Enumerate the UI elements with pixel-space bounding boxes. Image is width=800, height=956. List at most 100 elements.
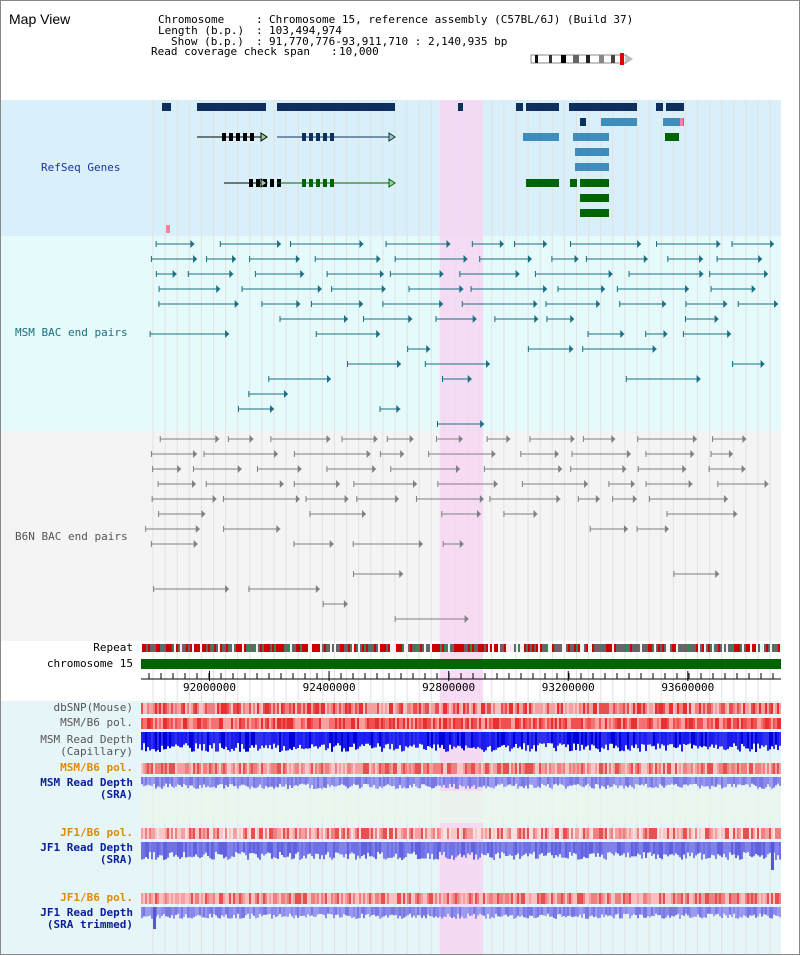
jf1-depth-tr-bar [609, 907, 611, 916]
refseq-track-label[interactable]: RefSeq Genes [41, 161, 121, 174]
jf1-depth-tr-bar [605, 907, 607, 915]
msm-depth-cap-bar [477, 732, 479, 748]
jf1-b6-pol-heat [265, 828, 267, 839]
msm-b6-pol-heat-2 [209, 763, 211, 774]
msm-depth-cap-bar [601, 732, 603, 748]
repeat-segment [344, 644, 346, 652]
jf1-b6-pol-heat [765, 828, 767, 839]
jf1-b6-pol-heat [681, 828, 683, 839]
jf1-b6-pol-heat-2 [145, 893, 147, 904]
repeat-segment [442, 644, 444, 652]
msm-b6-pol-heat [533, 718, 535, 729]
msm-b6-pol-heat-2 [693, 763, 695, 774]
msm-b6-pol-heat-2 [723, 763, 725, 774]
jf1-depth-tr-bar [349, 907, 351, 917]
msm-depth-sra-bar [389, 777, 391, 786]
msm-bac-pair-arrow [463, 255, 468, 263]
msm-depth-cap-bar [599, 732, 601, 752]
jf1-depth-tr-bar [697, 907, 699, 915]
msm-depth-cap-bar [637, 732, 639, 749]
msm-depth-cap-bar [649, 732, 651, 745]
msm-depth-sra-bar [675, 777, 677, 784]
jf1-depth-sra-bar [237, 842, 239, 854]
repeat-segment [470, 644, 472, 652]
msm-bac-track-label[interactable]: MSM BAC end pairs [15, 326, 128, 339]
repeat-segment [686, 644, 688, 652]
jf1-depth-sra-bar [193, 842, 195, 857]
jf1-b6-pol-heat-2 [243, 893, 245, 904]
jf1-depth-tr-bar [355, 907, 357, 919]
dbsnp-heat [633, 703, 635, 714]
jf1-depth-tr-bar [615, 907, 617, 915]
msm-b6-pol-heat-2 [143, 763, 145, 774]
msm-b6-pol-heat [531, 718, 533, 729]
jf1-b6-pol-heat-2 [655, 893, 657, 904]
repeat-segment [668, 644, 670, 652]
repeat-segment [478, 644, 480, 652]
jf1-depth-sra-bar [201, 842, 203, 858]
jf1-b6-pol-heat [445, 828, 447, 839]
repeat-segment [456, 644, 458, 652]
jf1-b6-pol-heat [365, 828, 367, 839]
msm-depth-cap-bar [149, 732, 151, 751]
coverage-label: Read coverage check span [151, 45, 310, 58]
msm-depth-cap-bar [355, 732, 357, 750]
msm-depth-cap-bar [581, 732, 583, 745]
msm-b6-pol-heat [649, 718, 651, 729]
msm-depth-sra-bar [655, 777, 657, 787]
msm-depth-cap-bar [667, 732, 669, 746]
jf1-depth-tr-bar [571, 907, 573, 917]
jf1-b6-pol-heat [435, 828, 437, 839]
jf1-depth-tr-bar [597, 907, 599, 919]
msm-bac-pair-arrow [467, 375, 472, 383]
jf1-depth-sra-bar [397, 842, 399, 860]
repeat-segment [390, 644, 392, 652]
repeat-segment [310, 644, 312, 652]
jf1-depth-tr-bar [443, 907, 445, 917]
msm-depth-sra-bar [403, 777, 405, 788]
jf1-b6-pol-heat-2 [689, 893, 691, 904]
repeat-segment [714, 644, 716, 652]
jf1-b6-pol-heat [643, 828, 645, 839]
jf1-b6-pol-heat [729, 828, 731, 839]
jf1-b6-pol-heat-2 [521, 893, 523, 904]
msm-depth-sra-bar [557, 777, 559, 786]
msm-b6-pol-heat [249, 718, 251, 729]
dbsnp-heat [255, 703, 257, 714]
msm-b6-pol-heat [603, 718, 605, 729]
repeat-segment [476, 644, 478, 652]
jf1-b6-pol-heat-2 [261, 893, 263, 904]
jf1-b6-pol-heat-2 [293, 893, 295, 904]
repeat-segment [384, 644, 386, 652]
msm-b6-pol-heat-2 [461, 763, 463, 774]
repeat-segment [440, 644, 442, 652]
dbsnp-heat [673, 703, 675, 714]
msm-depth-cap-bar [621, 732, 623, 751]
msm-depth-sra-bar [747, 777, 749, 785]
msm-depth-cap-bar [459, 732, 461, 747]
dbsnp-heat [653, 703, 655, 714]
msm-b6-pol-heat-2 [437, 763, 439, 774]
jf1-depth-sra-bar [303, 842, 305, 856]
msm-depth-sra-bar [533, 777, 535, 788]
jf1-depth-tr-bar [467, 907, 469, 914]
msm-b6-pol-heat [167, 718, 169, 729]
jf1-depth-sra-bar [421, 842, 423, 859]
repeat-segment [160, 644, 162, 652]
jf1-depth-tr-bar [533, 907, 535, 918]
jf1-b6-pol-heat-2 [575, 893, 577, 904]
jf1-depth-tr-bar [535, 907, 537, 919]
jf1-b6-pol-heat-2 [385, 893, 387, 904]
jf1-b6-pol-heat [607, 828, 609, 839]
msm-bac-pair-arrow [758, 255, 763, 263]
b6n-bac-pair-arrow [570, 435, 575, 443]
jf1-depth-sra-bar [661, 842, 663, 860]
msm-b6-pol-heat [241, 718, 243, 729]
msm-bac-pair-arrow [499, 240, 504, 248]
repeat-segment [602, 644, 604, 652]
repeat-segment [410, 644, 412, 652]
b6n-bac-track-label[interactable]: B6N BAC end pairs [15, 530, 128, 543]
dbsnp-heat [175, 703, 177, 714]
jf1-b6-pol-heat-2 [551, 893, 553, 904]
